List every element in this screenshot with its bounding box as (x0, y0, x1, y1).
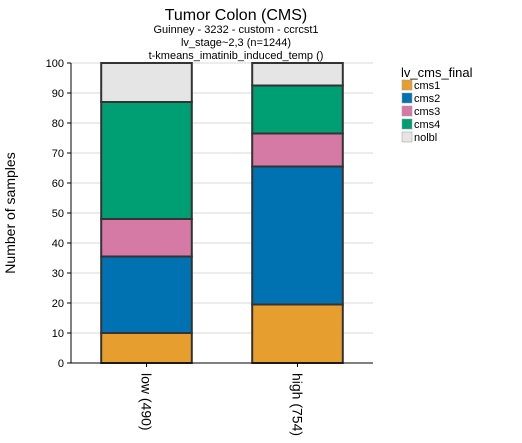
x-category-label: low (490) (139, 373, 155, 431)
legend-swatch-cms2 (401, 92, 413, 104)
chart-subtitle-line-1: Guinney - 3232 - custom - ccrcst1 (153, 24, 318, 36)
y-tick-label: 10 (52, 328, 64, 340)
y-tick-label: 60 (52, 178, 64, 190)
x-category-label: high (754) (290, 373, 306, 436)
legend-swatch-cms3 (401, 105, 413, 117)
x-axis-categories: low (490) high (754) (139, 363, 306, 436)
bars (100, 62, 344, 364)
legend-label: cms3 (414, 106, 440, 118)
legend-label: nolbl (414, 132, 437, 144)
y-axis-label: Number of samples (2, 152, 18, 273)
chart-subtitle-line-2: lv_stage~2,3 (n=1244) (181, 37, 291, 49)
legend-swatch-nolbl (401, 131, 413, 143)
y-tick-label: 20 (52, 298, 64, 310)
bar-segment-nolbl (100, 62, 193, 103)
legend-title: lv_cms_final (401, 65, 473, 80)
chart-subtitle-line-3: t-kmeans_imatinib_induced_temp () (149, 50, 324, 62)
y-tick-label: 80 (52, 118, 64, 130)
bar-segment-cms3 (100, 218, 193, 258)
legend-label: cms1 (414, 80, 440, 92)
y-tick-label: 50 (52, 208, 64, 220)
y-tick-label: 40 (52, 238, 64, 250)
legend-swatch-cms1 (401, 79, 413, 91)
y-tick-label: 70 (52, 148, 64, 160)
bar-segment-nolbl (251, 62, 344, 87)
legend-label: cms2 (414, 93, 440, 105)
chart-title: Tumor Colon (CMS) (165, 7, 308, 24)
y-tick-label: 30 (52, 268, 64, 280)
y-tick-label: 100 (46, 58, 64, 70)
bar-segment-cms4 (100, 101, 193, 220)
legend-label: cms4 (414, 119, 440, 131)
y-tick-label: 90 (52, 88, 64, 100)
bar-segment-cms1 (100, 332, 193, 364)
bar-segment-cms2 (100, 255, 193, 334)
bar-segment-cms3 (251, 132, 344, 168)
y-tick-label: 0 (58, 358, 64, 370)
y-axis-ticks: 0 10 20 30 40 50 60 70 80 90 100 (46, 58, 71, 370)
bar-segment-cms4 (251, 84, 344, 135)
bar-segment-cms2 (251, 165, 344, 306)
bar-segment-cms1 (251, 303, 344, 364)
legend-swatch-cms4 (401, 118, 413, 130)
